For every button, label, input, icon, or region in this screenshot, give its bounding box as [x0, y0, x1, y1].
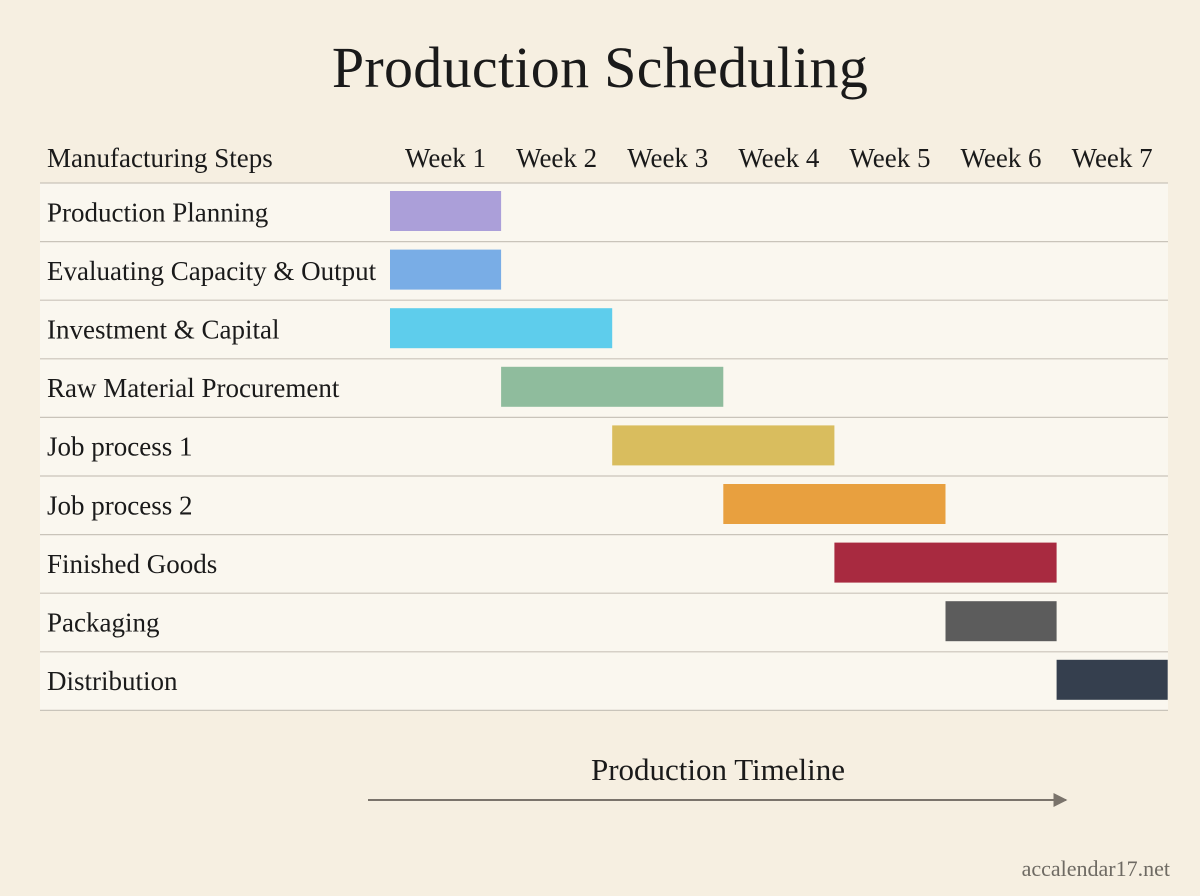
- task-label: Evaluating Capacity & Output: [47, 256, 377, 286]
- week-label: Week 6: [961, 143, 1042, 173]
- task-column-header: Manufacturing Steps: [47, 143, 273, 173]
- task-label: Investment & Capital: [47, 315, 279, 345]
- task-label: Job process 1: [47, 432, 192, 462]
- task-label: Job process 2: [47, 490, 192, 520]
- task-bar: [501, 366, 724, 407]
- task-label: Raw Material Procurement: [47, 373, 340, 403]
- week-label: Week 2: [516, 143, 597, 173]
- task-bar: [945, 601, 1057, 642]
- task-label: Packaging: [47, 608, 159, 638]
- watermark-text: accalendar17.net: [1021, 856, 1170, 881]
- week-label: Week 1: [405, 143, 486, 173]
- week-label: Week 7: [1072, 143, 1153, 173]
- task-bar: [834, 542, 1057, 583]
- task-bar: [612, 425, 835, 466]
- task-label: Finished Goods: [47, 549, 217, 579]
- task-bar: [723, 484, 946, 524]
- week-label: Week 5: [849, 143, 930, 173]
- task-bar: [390, 308, 613, 349]
- task-label: Production Planning: [47, 197, 268, 227]
- timeline-label: Production Timeline: [591, 752, 845, 787]
- week-label: Week 3: [627, 143, 708, 173]
- week-label: Week 4: [738, 143, 820, 173]
- chart-title: Production Scheduling: [331, 35, 869, 100]
- task-bar: [1056, 659, 1168, 700]
- task-bar: [390, 249, 502, 290]
- task-bar: [390, 191, 502, 231]
- task-label: Distribution: [47, 666, 178, 696]
